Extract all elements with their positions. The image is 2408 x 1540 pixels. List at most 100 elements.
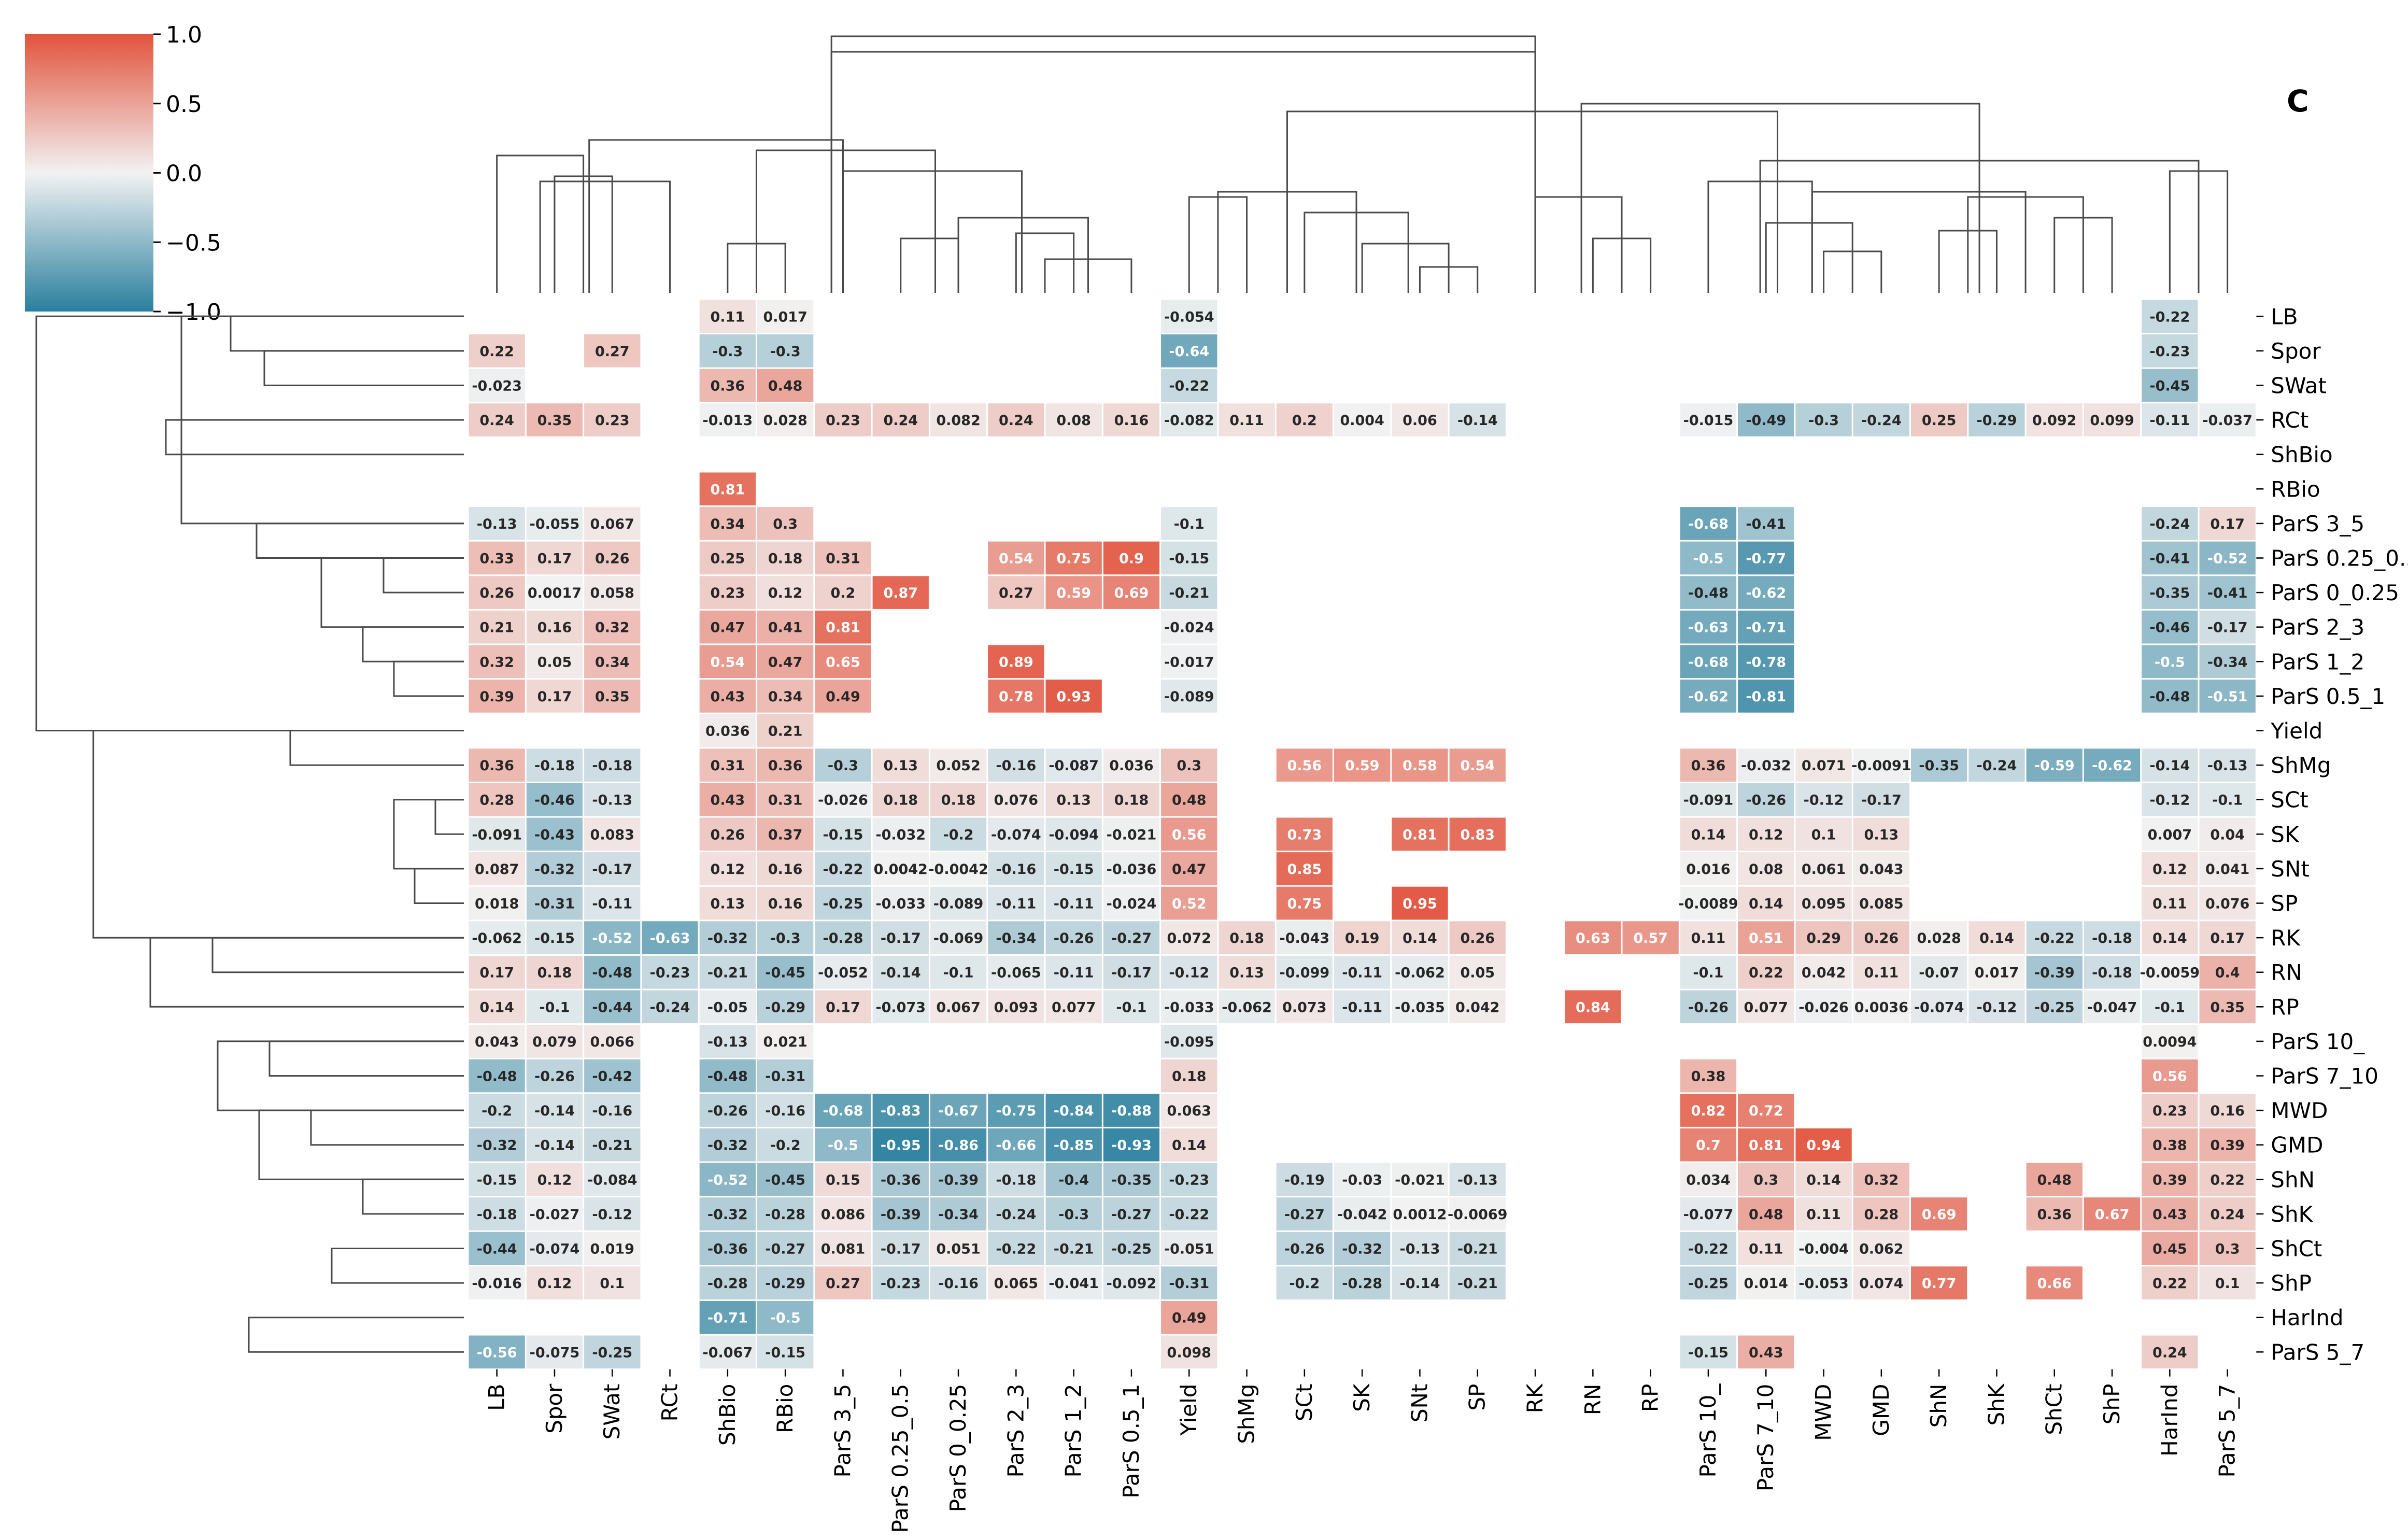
heatmap-cell [815,1163,871,1196]
heatmap-cell [2026,1266,2083,1299]
cell-value-label: -0.13 [592,793,632,809]
heatmap-cell [1161,369,1217,402]
row-label: ShN [2271,1167,2315,1192]
heatmap-cell [1738,1163,1794,1196]
heatmap-cell [1161,1059,1217,1093]
cell-value-label: -0.45 [765,965,805,981]
heatmap-cell [2026,403,2083,436]
heatmap-cell [469,852,525,885]
row-dendrogram-link [268,1040,464,1077]
heatmap-cell [1276,886,1333,920]
column-label: RP [1638,1384,1663,1412]
heatmap-cell [2199,1094,2256,1127]
heatmap-cell [699,334,756,368]
heatmap-cell [2142,1163,2198,1196]
heatmap-cell [526,1094,583,1127]
column-dendrogram-link [1534,196,1623,293]
row-dendrogram-link [383,557,464,594]
heatmap-cell [1334,1232,1391,1265]
heatmap-cell [757,852,814,885]
cell-value-label: -0.075 [530,1345,580,1361]
heatmap-cell [699,1094,756,1127]
heatmap-cell [1738,610,1794,644]
heatmap-cell [526,1266,583,1299]
heatmap-cell [1045,1128,1102,1162]
heatmap-cell [988,1266,1044,1299]
cell-value-label: -0.1 [1693,965,1723,981]
heatmap-cell [1680,610,1737,644]
heatmap-cell [699,955,756,989]
cell-value-label: -0.84 [1054,1103,1094,1119]
heatmap-cell [1392,1266,1448,1299]
cell-value-label: -0.14 [534,1138,575,1154]
cell-value-label: 0.17 [537,551,572,567]
cell-value-label: 0.39 [479,689,514,705]
heatmap-cell [584,852,641,885]
heatmap-cell [1334,1197,1391,1231]
heatmap-cell [699,507,756,540]
cell-value-label: 0.11 [1806,1207,1841,1223]
heatmap-cell [642,921,698,954]
heatmap-cell [1680,541,1737,575]
cell-value-label: 0.18 [537,965,572,981]
heatmap-cell [1911,748,1967,782]
heatmap-cell [699,1232,756,1265]
cell-value-label: -0.85 [1054,1138,1094,1154]
heatmap-cell [1449,921,1506,954]
cell-value-label: 0.21 [768,724,803,740]
cell-value-label: 0.11 [1749,1241,1783,1258]
heatmap-cell [872,955,929,989]
heatmap-cell [2199,1232,2256,1265]
cell-value-label: -0.11 [1054,896,1094,912]
column-label: SWat [599,1384,625,1440]
heatmap-cell [1680,748,1737,782]
column-label: ShP [2099,1384,2124,1425]
heatmap-cell [2199,1128,2256,1162]
heatmap-cell [872,1163,929,1196]
cell-value-label: 0.1 [1811,827,1836,843]
cell-value-label: -0.67 [938,1103,979,1119]
cell-value-label: 0.34 [711,516,745,532]
heatmap-cell [2142,852,2198,885]
cell-value-label: -0.48 [1688,585,1729,601]
heatmap-cell [1738,645,1794,679]
heatmap-cell [1680,955,1737,989]
heatmap-cell [1334,1266,1391,1299]
heatmap-cell [1680,1266,1737,1299]
heatmap-cell [1738,1128,1794,1162]
heatmap-cell [469,1059,525,1093]
heatmap-cell [757,1197,814,1231]
cell-value-label: 0.017 [1975,965,2019,981]
cell-value-label: -0.07 [1919,965,1959,981]
cell-value-label: 0.43 [711,689,745,705]
heatmap-cell [584,541,641,575]
row-label: ParS 0.25_0.5 [2271,546,2408,571]
column-label: RBio [772,1384,798,1433]
column-label: SNt [1407,1384,1432,1423]
cell-value-label: 0.73 [1287,827,1322,843]
cell-value-label: -0.32 [477,1138,517,1154]
cell-value-label: 0.24 [2210,1207,2245,1223]
heatmap-cell [2142,507,2198,540]
heatmap-cell [815,541,871,575]
heatmap-cell [2199,817,2256,851]
cell-value-label: -0.21 [1169,585,1209,601]
cell-value-label: -0.24 [1977,758,2017,774]
cell-value-label: -0.43 [534,827,575,843]
heatmap-cell [2084,921,2141,954]
row-label: Spor [2271,338,2321,364]
cell-value-label: -0.13 [1400,1241,1440,1258]
column-label: ParS 1_2 [1061,1384,1086,1478]
heatmap-cell [2026,990,2083,1024]
heatmap-cell [757,610,814,644]
heatmap-cell [1045,576,1102,609]
heatmap-cell [1680,817,1737,851]
heatmap-cell [1045,1163,1102,1196]
colorbar-tick-label: 1.0 [166,22,202,48]
cell-value-label: -0.0059 [2140,965,2200,981]
cell-value-label: 0.14 [2152,930,2187,946]
colorbar-tick-label: 0.5 [166,91,202,118]
heatmap-cell [526,576,583,609]
cell-value-label: -0.0089 [1678,896,1738,912]
cell-value-label: -0.026 [818,793,868,809]
